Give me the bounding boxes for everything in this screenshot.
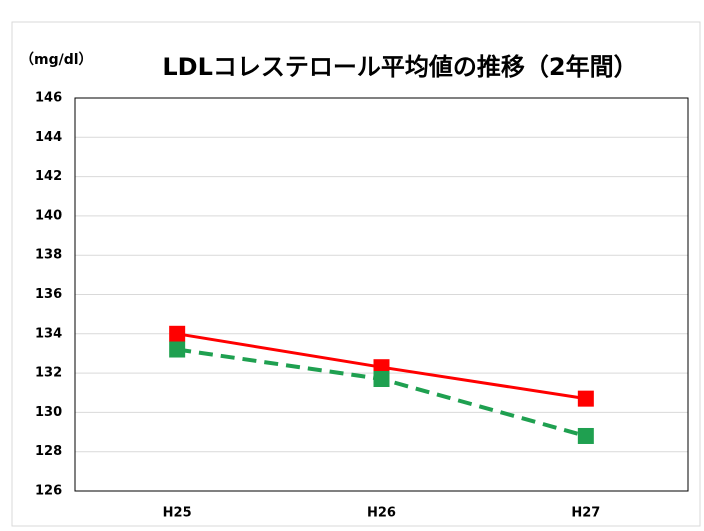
y-tick-label: 130: [35, 405, 62, 420]
x-tick-label: H26: [367, 506, 396, 521]
y-tick-label: 142: [35, 169, 62, 184]
marker: [577, 390, 594, 407]
marker: [169, 325, 186, 342]
marker: [577, 427, 594, 444]
y-tick-label: 138: [35, 248, 62, 263]
y-axis-label: （mg/dl）: [20, 52, 93, 68]
y-tick-label: 146: [35, 91, 62, 106]
marker: [169, 341, 186, 358]
plot-frame: [74, 97, 689, 492]
y-tick-label: 140: [35, 208, 62, 223]
y-tick-label: 134: [35, 326, 62, 341]
y-tick-label: 132: [35, 366, 62, 381]
x-tick-label: H27: [571, 506, 600, 521]
y-tick-label: 136: [35, 287, 62, 302]
marker: [373, 370, 390, 387]
chart-title: LDLコレステロール平均値の推移（2年間）: [162, 53, 637, 81]
y-tick-label: 144: [35, 130, 62, 145]
y-tick-label: 128: [35, 444, 62, 459]
x-tick-label: H25: [163, 506, 192, 521]
y-tick-label: 126: [35, 484, 62, 499]
